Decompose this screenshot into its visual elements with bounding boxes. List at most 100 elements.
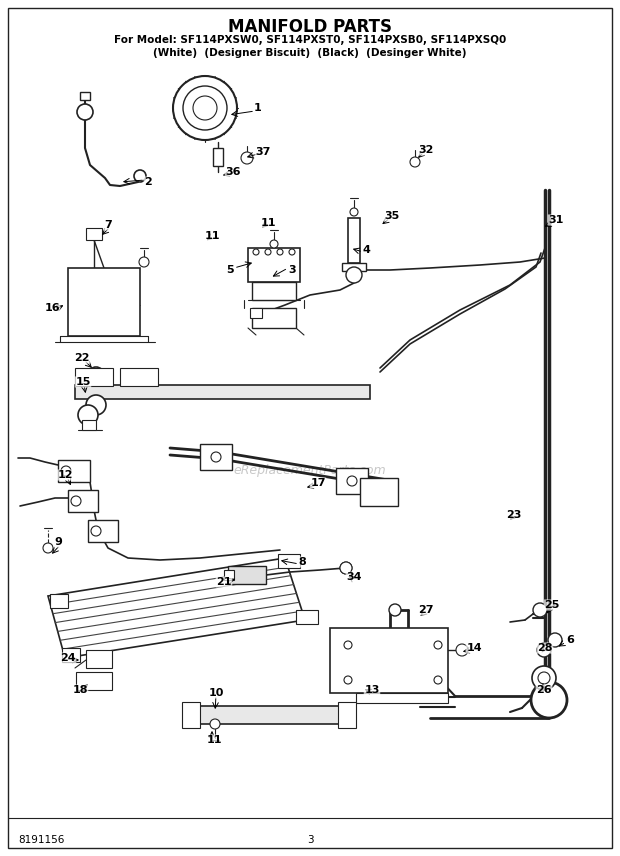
Circle shape <box>88 367 104 383</box>
Polygon shape <box>48 558 305 658</box>
Bar <box>76 672 112 690</box>
Text: 3: 3 <box>288 265 296 275</box>
Circle shape <box>456 644 468 656</box>
Circle shape <box>434 676 442 684</box>
Circle shape <box>139 257 149 267</box>
Text: For Model: SF114PXSW0, SF114PXST0, SF114PXSB0, SF114PXSQ0: For Model: SF114PXSW0, SF114PXST0, SF114… <box>114 35 506 45</box>
Circle shape <box>531 682 567 718</box>
Circle shape <box>532 666 556 690</box>
Text: MANIFOLD PARTS: MANIFOLD PARTS <box>228 18 392 36</box>
Text: 23: 23 <box>507 510 521 520</box>
Circle shape <box>86 395 106 415</box>
Bar <box>50 594 68 608</box>
Bar <box>68 268 140 336</box>
Circle shape <box>548 633 562 647</box>
Bar <box>278 554 300 568</box>
Bar <box>360 478 398 506</box>
Circle shape <box>61 466 71 476</box>
Text: 13: 13 <box>365 685 379 695</box>
Circle shape <box>241 152 253 164</box>
Bar <box>62 648 80 662</box>
Bar <box>182 702 200 728</box>
Bar <box>86 228 102 240</box>
Circle shape <box>537 643 551 657</box>
Text: 3: 3 <box>307 835 313 845</box>
Bar <box>68 490 98 512</box>
Bar <box>80 92 90 100</box>
Bar <box>296 610 318 624</box>
Bar <box>86 650 112 668</box>
Bar <box>120 368 158 386</box>
Circle shape <box>77 104 93 120</box>
Text: 25: 25 <box>544 600 560 610</box>
Text: 16: 16 <box>44 303 60 313</box>
Text: 5: 5 <box>226 265 234 275</box>
Text: 22: 22 <box>74 353 90 363</box>
Bar <box>252 308 296 328</box>
Circle shape <box>277 249 283 255</box>
Circle shape <box>270 240 278 248</box>
Circle shape <box>538 672 550 684</box>
Text: 21: 21 <box>216 577 232 587</box>
Text: 1: 1 <box>254 103 262 113</box>
Bar <box>88 520 118 542</box>
Circle shape <box>134 170 146 182</box>
Text: 12: 12 <box>57 470 73 480</box>
Text: 7: 7 <box>104 220 112 230</box>
Text: eReplacementParts.com: eReplacementParts.com <box>234 463 386 477</box>
Text: 35: 35 <box>384 211 400 221</box>
Circle shape <box>78 405 98 425</box>
Text: 14: 14 <box>466 643 482 653</box>
Text: 18: 18 <box>73 685 88 695</box>
Bar <box>330 628 448 693</box>
Circle shape <box>183 86 227 130</box>
Text: 15: 15 <box>75 377 91 387</box>
Text: 2: 2 <box>144 177 152 187</box>
Circle shape <box>193 96 217 120</box>
Bar <box>75 368 113 386</box>
Circle shape <box>434 641 442 649</box>
Bar <box>252 282 296 300</box>
Bar <box>188 706 343 724</box>
Text: 6: 6 <box>566 635 574 645</box>
Text: (White)  (Designer Biscuit)  (Black)  (Desinger White): (White) (Designer Biscuit) (Black) (Desi… <box>153 48 467 58</box>
Text: 27: 27 <box>418 605 434 615</box>
Text: 34: 34 <box>346 572 361 582</box>
Text: 11: 11 <box>260 218 276 228</box>
Circle shape <box>340 562 352 574</box>
Bar <box>200 444 232 470</box>
Text: 32: 32 <box>418 145 433 155</box>
Bar <box>356 693 448 703</box>
Text: 8: 8 <box>298 557 306 567</box>
Text: 9: 9 <box>54 537 62 547</box>
Text: 8191156: 8191156 <box>18 835 64 845</box>
Bar <box>228 566 266 584</box>
Circle shape <box>344 641 352 649</box>
Circle shape <box>211 452 221 462</box>
Circle shape <box>265 249 271 255</box>
Bar <box>82 420 96 430</box>
Text: 37: 37 <box>255 147 271 157</box>
Text: 26: 26 <box>536 685 552 695</box>
Bar <box>348 218 360 263</box>
Circle shape <box>173 76 237 140</box>
Circle shape <box>347 476 357 486</box>
Bar <box>248 248 300 282</box>
Circle shape <box>210 719 220 729</box>
Text: 36: 36 <box>225 167 241 177</box>
Circle shape <box>389 604 401 616</box>
Text: 11: 11 <box>206 735 222 745</box>
Circle shape <box>91 526 101 536</box>
Text: 17: 17 <box>310 478 326 488</box>
Circle shape <box>43 543 53 553</box>
Circle shape <box>289 249 295 255</box>
Bar <box>224 570 234 580</box>
Bar <box>342 263 366 271</box>
Bar <box>250 308 262 318</box>
Circle shape <box>350 208 358 216</box>
Circle shape <box>410 157 420 167</box>
Bar <box>338 702 356 728</box>
Text: 31: 31 <box>548 215 564 225</box>
Bar <box>336 468 368 494</box>
Text: 11: 11 <box>204 231 219 241</box>
